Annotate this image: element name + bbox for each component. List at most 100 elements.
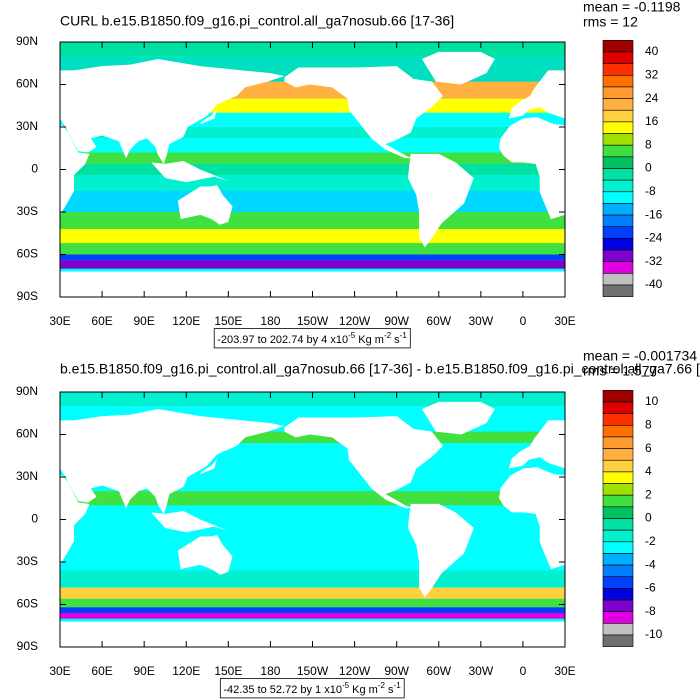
ocean-band: [60, 163, 565, 176]
land: [151, 511, 229, 533]
land: [499, 467, 565, 570]
ocean-band: [60, 229, 565, 244]
colorbar-box: [602, 98, 634, 111]
colorbar-box: [602, 109, 634, 123]
land: [60, 59, 285, 164]
colorbar-label: 0: [645, 511, 652, 525]
colorbar-label: -8: [645, 184, 656, 198]
colorbar-label: 24: [645, 91, 659, 105]
map-panel: b.e15.B1850.f09_g16.pi_control.all_ga7no…: [16, 348, 700, 699]
ocean-band: [60, 431, 565, 443]
colorbar-box: [602, 553, 634, 566]
ocean-band: [60, 260, 565, 269]
x-tick-label: 0: [520, 314, 527, 328]
y-tick-label: 30N: [16, 469, 38, 483]
x-tick-label: 30E: [554, 314, 575, 328]
land: [656, 511, 700, 532]
y-tick-label: 60S: [17, 597, 38, 611]
colorbar-box: [602, 529, 634, 543]
colorbar-box: [602, 483, 634, 496]
x-tick-label: 30W: [468, 664, 493, 678]
colorbar-label: -6: [645, 581, 656, 595]
x-tick-label: 30E: [554, 664, 575, 678]
colorbar-label: -10: [645, 627, 663, 641]
colorbar-box: [602, 168, 634, 181]
land: [499, 117, 565, 220]
x-tick-label: 120W: [339, 664, 371, 678]
range-note: -42.35 to 52.72 by 1 x10-5 Kg m-2 s-1: [223, 681, 401, 696]
colorbar-label: 10: [645, 394, 659, 408]
land: [177, 185, 233, 225]
colorbar-label: -16: [645, 207, 663, 221]
note-superscript: -1: [400, 331, 408, 340]
land: [421, 51, 495, 85]
colorbar-label: -40: [645, 277, 663, 291]
land: [683, 185, 700, 225]
x-tick-label: 60W: [426, 314, 451, 328]
ocean-band: [60, 190, 565, 212]
colorbar-box: [602, 506, 634, 519]
note-text: Kg m: [349, 684, 378, 696]
colorbar-box: [602, 273, 634, 286]
x-tick-label: 90W: [384, 314, 409, 328]
land: [508, 70, 565, 119]
colorbar-label: 2: [645, 487, 652, 501]
y-tick-label: 30S: [17, 204, 38, 218]
colorbar-box: [602, 599, 634, 612]
colorbar-box: [602, 401, 634, 414]
x-tick-label: 150W: [297, 664, 329, 678]
colorbar-box: [602, 564, 634, 578]
note-superscript: -1: [394, 681, 402, 690]
land: [284, 416, 443, 509]
colorbar-box: [602, 634, 634, 647]
colorbar-box: [602, 191, 634, 204]
colorbar-box: [602, 436, 634, 449]
range-note-box: [219, 678, 405, 699]
colorbar-box: [602, 51, 634, 64]
colorbar-box: [602, 249, 634, 263]
map-panel: CURL b.e15.B1850.f09_g16.pi_control.all_…: [16, 0, 700, 349]
land: [270, 271, 565, 297]
ocean-band: [60, 598, 565, 608]
land: [421, 401, 495, 435]
y-tick-label: 60N: [16, 427, 38, 441]
y-tick-label: 30N: [16, 119, 38, 133]
y-tick-label: 90S: [17, 289, 38, 303]
y-tick-label: 0: [31, 162, 38, 176]
colorbar-label: 40: [645, 44, 659, 58]
colorbar-label: -2: [645, 534, 656, 548]
colorbar-label: 8: [645, 417, 652, 431]
x-tick-label: 0: [520, 664, 527, 678]
note-superscript: -2: [378, 681, 386, 690]
colorbar-box: [602, 203, 634, 216]
colorbar-box: [602, 226, 634, 239]
x-tick-label: 150W: [297, 314, 329, 328]
colorbar-box: [602, 40, 634, 53]
colorbar-box: [602, 238, 634, 251]
land: [60, 125, 90, 215]
ocean-band: [60, 254, 565, 261]
colorbar-label: 0: [645, 161, 652, 175]
colorbar-box: [602, 588, 634, 601]
rms-text: rms = 1.577: [583, 363, 658, 379]
ocean-band: [60, 613, 565, 619]
x-tick-label: 90W: [384, 664, 409, 678]
colorbar-box: [602, 63, 634, 76]
colorbar-box: [602, 390, 634, 403]
colorbar-box: [602, 156, 634, 169]
land: [200, 108, 218, 125]
y-tick-label: 0: [31, 512, 38, 526]
land: [683, 535, 700, 575]
map-title: CURL b.e15.B1850.f09_g16.pi_control.all_…: [60, 13, 454, 29]
colorbar-box: [602, 413, 634, 426]
colorbar-box: [602, 121, 634, 134]
x-tick-label: 30E: [49, 314, 70, 328]
land: [200, 458, 218, 475]
land: [60, 475, 90, 565]
colorbar-box: [602, 448, 634, 461]
land: [151, 161, 229, 183]
y-tick-label: 60S: [17, 247, 38, 261]
note-text: -42.35 to 52.72 by 1 x10: [223, 684, 342, 696]
note-text: s: [385, 684, 394, 696]
colorbar-label: 6: [645, 441, 652, 455]
